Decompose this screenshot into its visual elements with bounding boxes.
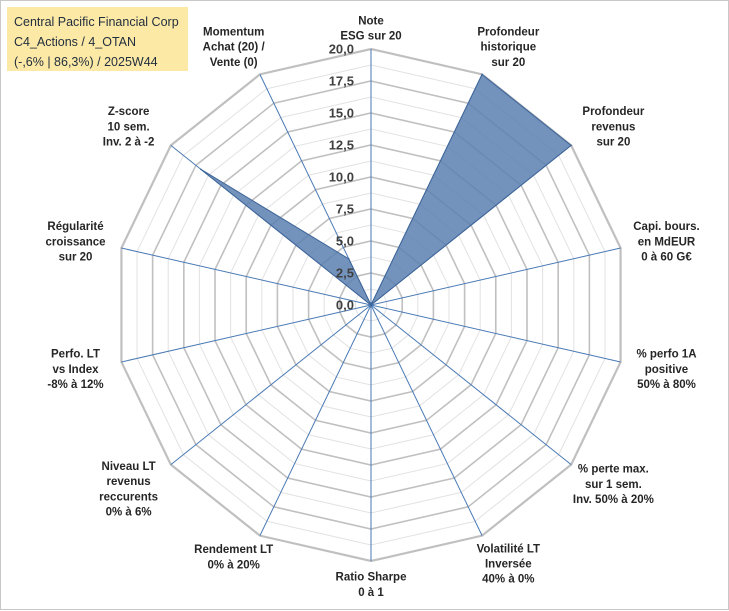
spoke-line bbox=[370, 247, 621, 306]
category-label-line: sur 1 sem. bbox=[585, 479, 642, 491]
category-label-line: 10 sem. bbox=[107, 121, 149, 133]
spoke-line bbox=[370, 304, 621, 363]
category-label: % perfo 1A positive 50% à 80% bbox=[636, 349, 696, 391]
tick-label: 2,5 bbox=[336, 266, 354, 281]
title-stats: (-,6% | 86,3%) / 2025W44 bbox=[14, 55, 158, 69]
spoke-line bbox=[370, 304, 572, 466]
data-point bbox=[570, 144, 572, 147]
tick-label: 0,0 bbox=[336, 298, 354, 313]
tick-label: 5,0 bbox=[336, 234, 354, 249]
category-label-line: % perfo 1A bbox=[636, 349, 696, 361]
category-label-line: Profondeur bbox=[582, 106, 644, 118]
category-label-line: 0 à 1 bbox=[358, 587, 384, 599]
category-label: Z-score 10 sem. Inv. 2 à -2 bbox=[103, 106, 155, 148]
category-label-line: revenus bbox=[591, 121, 635, 133]
chart-title-box: Central Pacific Financial Corp C4_Action… bbox=[7, 7, 188, 71]
spoke-line bbox=[121, 304, 372, 363]
category-label-line: vs Index bbox=[53, 364, 100, 376]
category-label-line: Rendement LT bbox=[194, 544, 273, 556]
spoke-line bbox=[170, 304, 372, 466]
category-label-line: revenus bbox=[107, 476, 151, 488]
spoke-line bbox=[121, 247, 372, 306]
category-label: Volatilité LT Inversée 40% à 0% bbox=[477, 543, 540, 585]
data-point bbox=[481, 73, 483, 76]
category-label-line: positive bbox=[645, 364, 688, 376]
category-label-line: Inv. 2 à -2 bbox=[103, 136, 155, 148]
category-label-line: 50% à 80% bbox=[637, 379, 696, 391]
category-label: Profondeur historique sur 20 bbox=[477, 27, 539, 69]
category-label-line: Momentum bbox=[203, 27, 264, 39]
series-area bbox=[200, 73, 572, 307]
radar-tick-labels: 0,0 2,5 5,0 7,5 10,0 12,5 15,0 17,5 20,0 bbox=[329, 42, 354, 313]
category-label-line: Inversée bbox=[485, 559, 532, 571]
category-label-line: en MdEUR bbox=[638, 236, 696, 248]
category-label-line: sur 20 bbox=[491, 57, 525, 69]
radar-category-labels: Note ESG sur 20 Profondeur historique sur 20… bbox=[45, 15, 699, 599]
category-label: Momentum Achat (20) / Vente (0) bbox=[203, 27, 266, 69]
category-label-line: 40% à 0% bbox=[482, 574, 534, 586]
tick-label: 10,0 bbox=[329, 170, 354, 185]
category-label: Perfo. LT vs Index -8% à 12% bbox=[47, 349, 103, 391]
category-label-line: historique bbox=[481, 42, 537, 54]
category-label: Ratio Sharpe 0 à 1 bbox=[336, 572, 407, 599]
category-label-line: 0 à 60 G€ bbox=[641, 251, 692, 263]
data-point bbox=[347, 258, 350, 260]
category-label-line: Z-score bbox=[108, 106, 150, 118]
category-label-line: croissance bbox=[45, 236, 105, 248]
category-label-line: -8% à 12% bbox=[47, 379, 103, 391]
category-label: Capi. bours. en MdEUR 0 à 60 G€ bbox=[633, 221, 699, 263]
category-label-line: Ratio Sharpe bbox=[336, 572, 407, 584]
category-label-line: Capi. bours. bbox=[633, 221, 699, 233]
tick-label: 7,5 bbox=[336, 202, 354, 217]
tick-label: 20,0 bbox=[329, 42, 354, 57]
category-label: % perte max. sur 1 sem. Inv. 50% à 20% bbox=[573, 464, 654, 506]
title-category: C4_Actions / 4_OTAN bbox=[14, 35, 137, 49]
spoke-line bbox=[259, 304, 372, 536]
category-label-line: 0% à 20% bbox=[207, 559, 259, 571]
category-label-line: Niveau LT bbox=[102, 461, 156, 473]
category-label: Profondeur revenus sur 20 bbox=[582, 106, 644, 148]
tick-label: 17,5 bbox=[329, 74, 354, 89]
category-label-line: Perfo. LT bbox=[51, 349, 100, 361]
spoke-line bbox=[370, 304, 483, 536]
category-label-line: reccurents bbox=[99, 491, 158, 503]
category-label: Régularité croissance sur 20 bbox=[45, 221, 105, 263]
category-label-line: Inv. 50% à 20% bbox=[573, 494, 654, 506]
category-label-line: Volatilité LT bbox=[477, 543, 540, 555]
category-label-line: Note bbox=[358, 15, 384, 27]
category-label-line: 0% à 6% bbox=[106, 506, 152, 518]
category-label-line: sur 20 bbox=[596, 136, 630, 148]
category-label-line: Achat (20) / bbox=[203, 42, 266, 54]
category-label-line: sur 20 bbox=[59, 251, 93, 263]
category-label-line: Régularité bbox=[47, 221, 103, 233]
data-point bbox=[370, 304, 372, 306]
data-point bbox=[200, 168, 202, 171]
category-label-line: Profondeur bbox=[477, 27, 539, 39]
category-label: Rendement LT 0% à 20% bbox=[194, 544, 273, 571]
category-label-line: ESG sur 20 bbox=[340, 31, 401, 43]
category-label-line: Vente (0) bbox=[210, 57, 258, 69]
title-company: Central Pacific Financial Corp bbox=[14, 15, 179, 29]
radar-series bbox=[200, 73, 572, 307]
tick-label: 15,0 bbox=[329, 106, 354, 121]
category-label-line: % perte max. bbox=[578, 464, 649, 476]
category-label: Note ESG sur 20 bbox=[340, 15, 401, 42]
tick-label: 12,5 bbox=[329, 138, 354, 153]
category-label: Niveau LT revenus reccurents 0% à 6% bbox=[99, 461, 158, 519]
